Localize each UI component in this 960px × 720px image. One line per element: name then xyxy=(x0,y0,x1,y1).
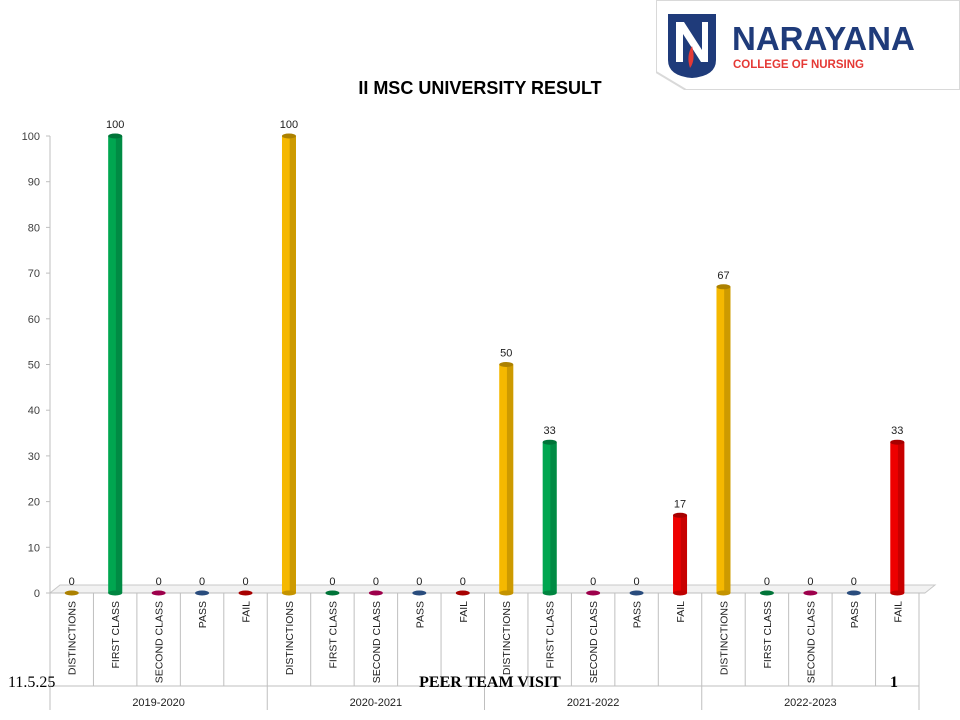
y-tick-label: 10 xyxy=(28,542,40,554)
bar-cap xyxy=(629,590,644,596)
category-label: DISTINCTIONS xyxy=(501,601,513,675)
footer-center-text: PEER TEAM VISIT xyxy=(419,674,561,691)
data-label: 100 xyxy=(106,119,124,131)
bar-cap xyxy=(238,590,253,596)
bar-cap xyxy=(195,590,210,596)
data-label: 67 xyxy=(717,270,729,282)
bar-cap xyxy=(499,362,514,367)
data-label: 33 xyxy=(544,425,556,437)
chart-floor xyxy=(48,584,937,594)
bar-cap xyxy=(846,590,861,596)
bar-shade xyxy=(115,136,123,593)
bar-cap xyxy=(542,439,557,445)
group-label: 2021-2022 xyxy=(567,697,620,709)
data-label: 0 xyxy=(590,576,596,588)
chart-title: II MSC UNIVERSITY RESULT xyxy=(358,78,602,98)
logo-subtitle: COLLEGE OF NURSING xyxy=(733,59,864,71)
bar-cap xyxy=(716,284,731,290)
bar-cap xyxy=(673,512,688,518)
bar-shade xyxy=(289,136,296,593)
bar-cap xyxy=(586,590,601,596)
data-label: 0 xyxy=(460,576,466,588)
category-label: PASS xyxy=(632,601,644,628)
category-label: PASS xyxy=(849,601,861,628)
bar-base xyxy=(108,590,123,596)
data-label: 0 xyxy=(807,576,813,588)
category-label: FIRST CLASS xyxy=(327,601,339,669)
y-tick-label: 90 xyxy=(28,177,40,189)
logo-emblem-icon xyxy=(668,14,716,78)
data-label: 0 xyxy=(329,576,335,588)
bar-base xyxy=(281,590,296,596)
category-label: FAIL xyxy=(892,601,904,623)
data-label: 100 xyxy=(280,119,298,131)
bar-base xyxy=(716,590,731,596)
data-label: 0 xyxy=(851,576,857,588)
category-label: DISTINCTIONS xyxy=(718,601,730,675)
bar-cap xyxy=(325,590,340,596)
data-label: 0 xyxy=(373,576,379,588)
college-logo: NARAYANA COLLEGE OF NURSING xyxy=(655,0,960,91)
data-label: 0 xyxy=(69,576,75,588)
data-label: 0 xyxy=(242,576,248,588)
category-label: FIRST CLASS xyxy=(762,601,774,669)
category-label: DISTINCTIONS xyxy=(67,601,79,675)
y-tick-label: 20 xyxy=(28,497,40,509)
data-label: 50 xyxy=(500,348,512,360)
category-label: SECOND CLASS xyxy=(154,601,166,683)
bar-cap xyxy=(455,590,470,596)
y-tick-label: 60 xyxy=(28,314,40,326)
bar-cap xyxy=(368,590,383,596)
data-label: 0 xyxy=(416,576,422,588)
bar-cap xyxy=(108,133,123,139)
category-label: PASS xyxy=(414,601,426,628)
bar-cap xyxy=(890,439,905,445)
footer-date: 11.5.25 xyxy=(8,674,56,691)
bar-shade xyxy=(680,515,688,593)
bar-shade xyxy=(550,442,557,593)
bar-cap xyxy=(759,590,774,596)
data-label: 17 xyxy=(674,498,686,510)
bar-cap xyxy=(151,590,166,596)
category-label: SECOND CLASS xyxy=(588,601,600,683)
y-tick-label: 70 xyxy=(28,268,40,280)
y-tick-label: 30 xyxy=(28,451,40,463)
category-label: FAIL xyxy=(241,601,253,623)
logo-name: NARAYANA xyxy=(732,20,915,57)
y-tick-label: 40 xyxy=(28,405,40,417)
y-tick-label: 100 xyxy=(22,131,40,143)
bar-cap xyxy=(803,590,818,596)
category-label: PASS xyxy=(197,601,209,628)
group-label: 2022-2023 xyxy=(784,697,837,709)
category-label: FIRST CLASS xyxy=(110,601,122,669)
category-label: FAIL xyxy=(675,601,687,623)
category-label: FAIL xyxy=(458,601,470,623)
bar-base xyxy=(673,590,688,596)
y-tick-label: 50 xyxy=(28,360,40,372)
y-tick-label: 80 xyxy=(28,222,40,234)
data-label: 0 xyxy=(634,576,640,588)
bar-shade xyxy=(724,286,731,593)
category-label: FIRST CLASS xyxy=(545,601,557,669)
bar-shade xyxy=(506,364,514,593)
data-label: 0 xyxy=(199,576,205,588)
group-label: 2020-2021 xyxy=(350,697,403,709)
bar-cap xyxy=(281,133,296,139)
footer-page-number: 1 xyxy=(890,674,898,691)
bar-base xyxy=(542,590,557,596)
category-label: SECOND CLASS xyxy=(371,601,383,683)
bar-base xyxy=(499,590,514,596)
category-label: DISTINCTIONS xyxy=(284,601,296,675)
category-label: SECOND CLASS xyxy=(805,601,817,683)
bar-cap xyxy=(412,590,427,596)
data-label: 0 xyxy=(764,576,770,588)
data-label: 33 xyxy=(891,425,903,437)
data-label: 0 xyxy=(156,576,162,588)
bar-cap xyxy=(64,590,79,596)
group-label: 2019-2020 xyxy=(132,697,185,709)
y-tick-label: 0 xyxy=(34,588,40,600)
bar-shade xyxy=(897,442,905,593)
bar-base xyxy=(890,590,905,596)
